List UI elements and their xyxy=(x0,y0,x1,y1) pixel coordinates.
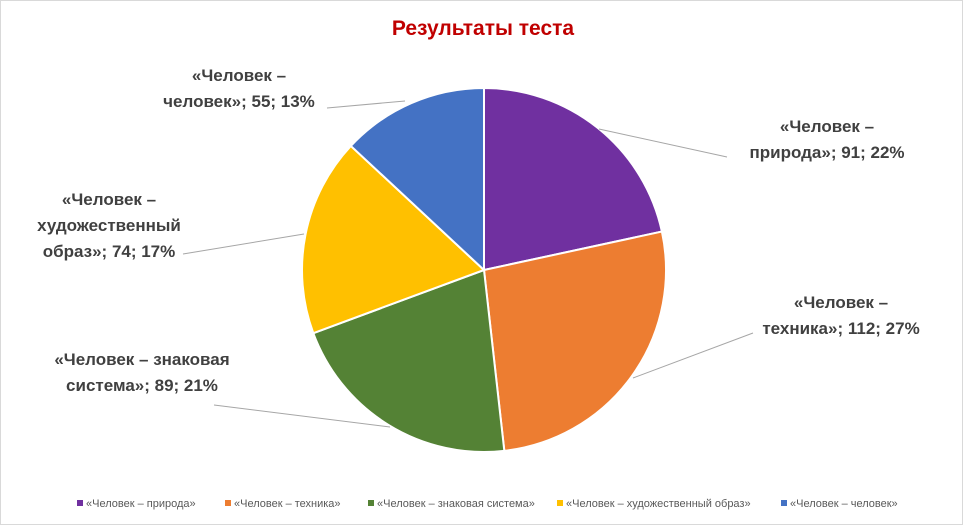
legend-label-4: «Человек – художественный образ» xyxy=(566,498,751,510)
pie-slice-4 xyxy=(301,144,486,335)
data-label-4: «Человек – художественный образ»; 74; 17% xyxy=(37,190,181,261)
leader-line-4 xyxy=(182,233,305,255)
legend-item-1: «Человек – природа» xyxy=(77,498,196,510)
legend-swatch-3 xyxy=(368,500,374,506)
data-label-5: «Человек – человек»; 55; 13% xyxy=(163,66,315,111)
data-label-1: «Человек – природа»; 91; 22% xyxy=(749,117,904,162)
leader-line-2 xyxy=(632,332,754,379)
pie-slice-1 xyxy=(483,86,664,272)
pie-slice-2 xyxy=(482,230,667,452)
legend-item-3: «Человек – знаковая система» xyxy=(368,498,535,510)
leader-lines xyxy=(182,100,754,428)
legend-swatch-4 xyxy=(557,500,563,506)
data-label-2: «Человек – техника»; 112; 27% xyxy=(762,293,919,338)
legend-swatch-1 xyxy=(77,500,83,506)
legend-item-2: «Человек – техника» xyxy=(225,498,341,510)
legend-label-3: «Человек – знаковая система» xyxy=(377,498,535,510)
legend-label-1: «Человек – природа» xyxy=(86,498,196,510)
legend-item-5: «Человек – человек» xyxy=(781,498,898,510)
leader-line-1 xyxy=(598,128,728,158)
leader-line-3 xyxy=(213,404,391,428)
legend-label-2: «Человек – техника» xyxy=(234,498,341,510)
pie-slices xyxy=(301,86,667,453)
legend-item-4: «Человек – художественный образ» xyxy=(557,498,751,510)
data-labels: «Человек – природа»; 91; 22% «Человек – тех… xyxy=(37,66,920,395)
legend: «Человек – природа» «Человек – техника» «Ч… xyxy=(77,498,898,510)
legend-swatch-2 xyxy=(225,500,231,506)
leader-line-5 xyxy=(326,100,406,109)
legend-swatch-5 xyxy=(781,500,787,506)
legend-label-5: «Человек – человек» xyxy=(790,498,898,510)
pie-slice-5 xyxy=(349,86,485,273)
chart-title: Результаты теста xyxy=(392,17,575,40)
data-label-3: «Человек – знаковая система»; 89; 21% xyxy=(54,350,229,395)
